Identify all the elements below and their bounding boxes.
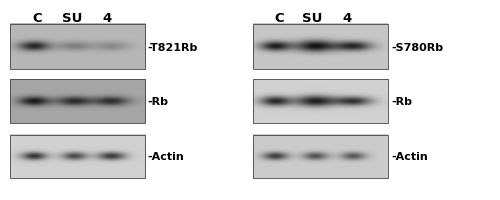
Text: -Actin: -Actin — [391, 151, 428, 161]
Text: -Actin: -Actin — [148, 151, 184, 161]
Text: 4: 4 — [103, 12, 112, 24]
Bar — [10, 135, 145, 178]
Bar — [252, 135, 388, 178]
Text: 4: 4 — [343, 12, 352, 24]
Bar — [10, 25, 145, 70]
Bar — [252, 80, 388, 123]
Bar — [10, 80, 145, 123]
Text: -S780Rb: -S780Rb — [391, 42, 443, 52]
Text: SU: SU — [62, 12, 82, 24]
Text: SU: SU — [302, 12, 322, 24]
Bar — [252, 25, 388, 70]
Text: -Rb: -Rb — [148, 96, 169, 106]
Text: C: C — [274, 12, 284, 24]
Text: -T821Rb: -T821Rb — [148, 42, 198, 52]
Text: -Rb: -Rb — [391, 96, 412, 106]
Text: C: C — [32, 12, 42, 24]
